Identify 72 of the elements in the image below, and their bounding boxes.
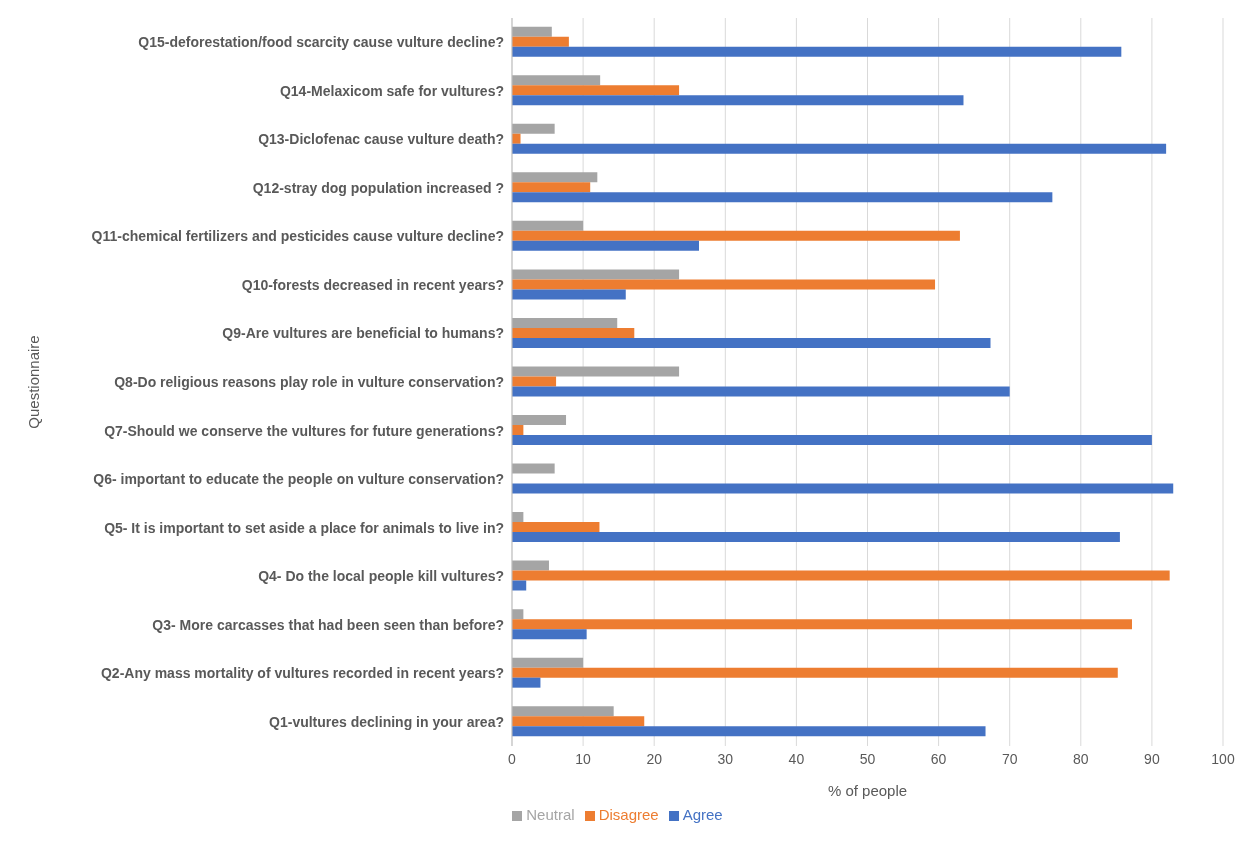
y-tick-label: Q8-Do religious reasons play role in vulture conservation?: [114, 373, 504, 390]
bar: [512, 289, 626, 300]
bar: [512, 317, 618, 328]
bar: [512, 269, 680, 280]
y-tick-label: Q3- More carcasses that had been seen than before?: [152, 616, 504, 633]
y-tick-label: Q10-forests decreased in recent years?: [241, 276, 504, 293]
bar: [512, 532, 1120, 543]
bar: [512, 95, 964, 106]
x-tick-label: 80: [1073, 750, 1089, 767]
y-tick-label: Q14-Melaxicom safe for vultures?: [279, 82, 504, 99]
bar: [512, 560, 549, 571]
y-tick-label: Q12-stray dog population increased ?: [252, 179, 504, 196]
bar: [512, 26, 552, 37]
bar: [512, 240, 699, 251]
legend-label: Disagree: [598, 806, 659, 823]
x-tick-label: 100: [1211, 750, 1235, 767]
bar: [512, 279, 936, 290]
bar: [512, 123, 555, 134]
bar: [512, 706, 614, 717]
x-tick-label: 50: [859, 750, 876, 767]
bar: [512, 36, 569, 47]
x-tick-label: 10: [575, 750, 592, 767]
bar: [512, 415, 567, 425]
bar: [512, 337, 991, 348]
bar: [512, 376, 557, 387]
bar: [512, 463, 555, 474]
x-tick-label: 60: [930, 750, 947, 767]
bar: [512, 483, 1174, 494]
bar: [512, 435, 1152, 445]
bar: [512, 677, 541, 688]
bar: [512, 657, 584, 668]
bar: [512, 143, 1167, 154]
y-tick-label: Q11-chemical fertilizers and pesticides cause vulture decline?: [91, 228, 504, 245]
bar: [512, 667, 1118, 678]
y-tick-label: Q15-deforestation/food scarcity cause vulture decline?: [138, 34, 504, 51]
x-tick-label: 0: [508, 750, 517, 767]
y-tick-label: Q2-Any mass mortality of vultures recorded in recent years?: [100, 665, 504, 682]
bar: [512, 46, 1122, 57]
legend-label: Neutral: [526, 806, 575, 823]
y-tick-label: Q5- It is important to set aside a place for animals to live in?: [104, 519, 504, 536]
bar: [512, 172, 598, 183]
x-axis-title: % of people: [827, 782, 908, 799]
bar: [512, 230, 960, 241]
bar: [512, 580, 527, 591]
bar: [512, 192, 1053, 203]
bar: [512, 220, 584, 231]
y-axis-title: Questionnaire: [25, 335, 43, 429]
bar: [512, 85, 680, 96]
bar: [512, 716, 645, 727]
x-tick-label: 70: [1001, 750, 1018, 767]
bar: [512, 133, 521, 144]
y-tick-label: Q1-vultures declining in your area?: [269, 713, 504, 730]
bar: [512, 75, 601, 86]
x-tick-label: 90: [1144, 750, 1160, 767]
bar: [512, 570, 1170, 581]
y-tick-label: Q4- Do the local people kill vultures?: [258, 568, 504, 585]
y-tick-label: Q6- important to educate the people on vulture conservation?: [93, 471, 504, 488]
x-tick-label: 20: [646, 750, 663, 767]
y-tick-label: Q13-Diclofenac cause vulture death?: [258, 131, 504, 148]
y-tick-label: Q7-Should we conserve the vultures for future generations?: [104, 422, 504, 439]
y-tick-label: Q9-Are vultures are beneficial to humans?: [222, 325, 504, 342]
bar: [512, 629, 587, 640]
legend-label: Agree: [682, 806, 723, 823]
bar: [512, 726, 986, 737]
bar: [512, 366, 680, 377]
x-tick-label: 40: [788, 750, 805, 767]
bar: [512, 386, 1010, 397]
bar: [512, 522, 600, 533]
bar: [512, 327, 635, 338]
x-tick-label: 30: [717, 750, 734, 767]
bar: [512, 182, 591, 193]
bar: [512, 619, 1132, 630]
